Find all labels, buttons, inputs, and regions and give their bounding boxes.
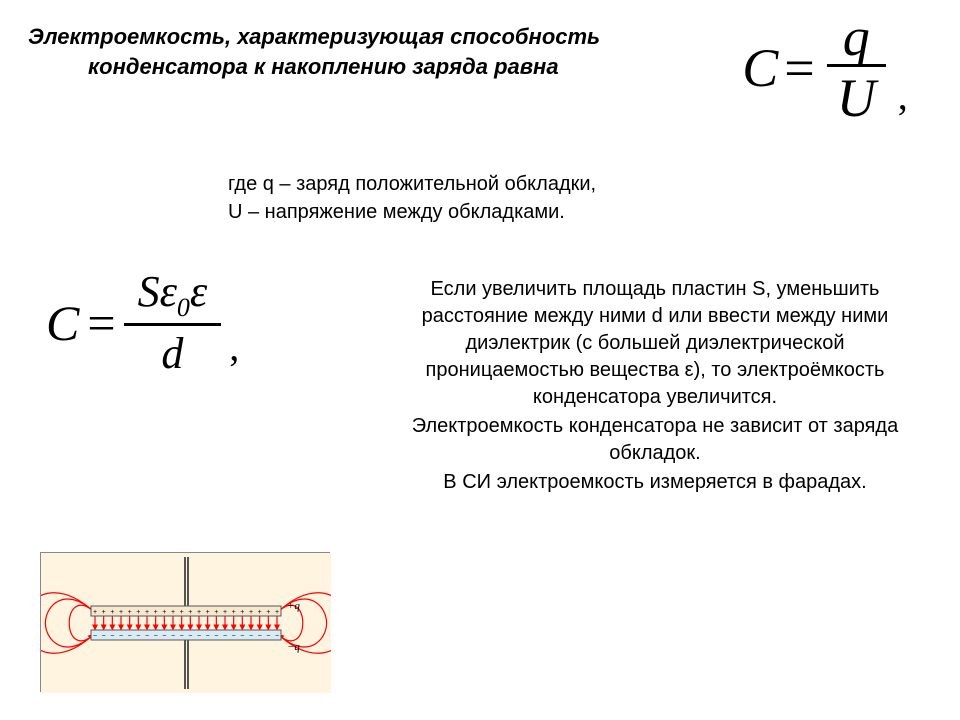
svg-text:+: + — [128, 609, 132, 616]
svg-text:−: − — [93, 633, 97, 640]
capacitor-field-diagram: + − + − + − + − + − + − + − + − + − + − + − + − + − + − + − + − + − + − + − + −… — [40, 552, 330, 692]
title-line-2: конденсатора к накоплению заряда равна — [28, 52, 648, 82]
svg-text:−: − — [136, 633, 140, 640]
formula2-eps: ε — [190, 267, 207, 316]
svg-text:−: − — [171, 633, 175, 640]
formula1-denominator: U — [821, 67, 892, 125]
svg-text:−: − — [206, 633, 210, 640]
svg-text:−: − — [162, 633, 166, 640]
svg-text:+: + — [266, 609, 270, 616]
page-title: Электроемкость, характеризующая способно… — [28, 22, 648, 81]
svg-text:−: − — [154, 633, 158, 640]
svg-text:−: − — [110, 633, 114, 640]
svg-text:+: + — [214, 609, 218, 616]
svg-text:+: + — [171, 609, 175, 616]
svg-text:+: + — [119, 609, 123, 616]
svg-text:−: − — [214, 633, 218, 640]
svg-text:−: − — [128, 633, 132, 640]
svg-text:+: + — [180, 609, 184, 616]
svg-text:+: + — [102, 609, 106, 616]
svg-text:+: + — [154, 609, 158, 616]
formula2-numerator: Sε0ε — [124, 270, 222, 326]
svg-text:−: − — [145, 633, 149, 640]
formula1-comma: , — [898, 72, 908, 125]
formula2-S: S — [138, 267, 160, 316]
formula1-equals: = — [784, 37, 814, 99]
svg-text:+: + — [145, 609, 149, 616]
formula-parallel-plate: C = Sε0ε d , — [46, 270, 326, 376]
svg-text:−: − — [119, 633, 123, 640]
svg-text:−: − — [240, 633, 244, 640]
formula2-lhs: C — [46, 294, 79, 352]
svg-text:+: + — [197, 609, 201, 616]
formula2-fraction: Sε0ε d — [124, 270, 222, 376]
explanation-p3: В СИ электроемкость измеряется в фарадах… — [400, 469, 910, 496]
formula1-lhs: C — [742, 37, 778, 99]
formula2-sub0: 0 — [177, 293, 190, 322]
variable-definitions: где q – заряд положительной обкладки, U … — [228, 170, 688, 226]
svg-text:−: − — [102, 633, 106, 640]
svg-text:+: + — [206, 609, 210, 616]
svg-text:+: + — [93, 609, 97, 616]
svg-text:−: − — [223, 633, 227, 640]
svg-text:+: + — [258, 609, 262, 616]
title-line-1: Электроемкость, характеризующая способно… — [28, 22, 648, 52]
svg-text:+: + — [240, 609, 244, 616]
svg-text:+: + — [162, 609, 166, 616]
explanation-p2: Электроемкость конденсатора не зависит о… — [400, 413, 910, 467]
capacitor-svg: + − + − + − + − + − + − + − + − + − + − + − + − + − + − + − + − + − + − + − + −… — [41, 553, 331, 693]
svg-text:−: − — [197, 633, 201, 640]
svg-text:−q: −q — [287, 641, 300, 653]
svg-text:−: − — [180, 633, 184, 640]
svg-text:−: − — [188, 633, 192, 640]
explanation-text: Если увеличить площадь пластин S, уменьш… — [400, 276, 910, 498]
svg-text:+: + — [223, 609, 227, 616]
svg-text:−: − — [249, 633, 253, 640]
svg-text:+: + — [136, 609, 140, 616]
formula1-fraction: q U — [821, 10, 892, 125]
svg-text:−: − — [275, 633, 279, 640]
svg-text:−: − — [266, 633, 270, 640]
explanation-p1: Если увеличить площадь пластин S, уменьш… — [400, 276, 910, 411]
svg-text:+: + — [232, 609, 236, 616]
def-q: где q – заряд положительной обкладки, — [228, 170, 688, 198]
formula2-equals: = — [87, 294, 115, 352]
svg-text:+: + — [275, 609, 279, 616]
svg-text:+: + — [188, 609, 192, 616]
svg-text:+: + — [110, 609, 114, 616]
formula2-eps0: ε — [160, 267, 177, 316]
formula1-numerator: q — [827, 10, 886, 67]
svg-text:−: − — [258, 633, 262, 640]
def-u: U – напряжение между обкладками. — [228, 198, 688, 226]
svg-text:+q: +q — [287, 600, 300, 612]
svg-text:+: + — [249, 609, 253, 616]
formula-capacitance-definition: C = q U , — [710, 10, 940, 125]
formula2-comma: , — [229, 323, 239, 376]
formula2-denominator: d — [147, 326, 197, 376]
svg-text:−: − — [232, 633, 236, 640]
